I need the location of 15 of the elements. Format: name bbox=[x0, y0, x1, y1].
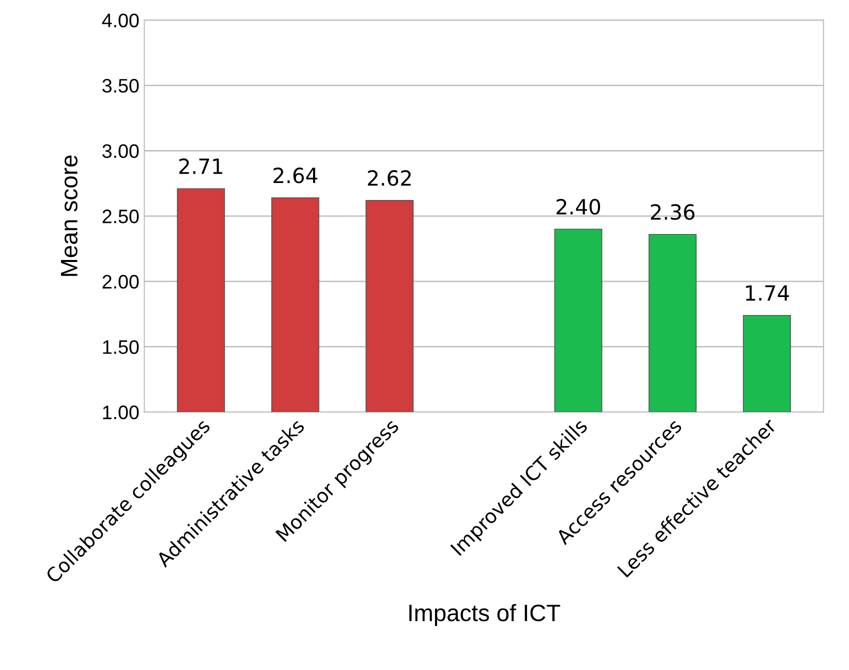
data-label: 2.64 bbox=[274, 168, 318, 184]
data-label: 1.74 bbox=[746, 285, 789, 301]
data-label: 2.71 bbox=[179, 158, 222, 174]
y-tick-label: 4.00 bbox=[102, 14, 139, 28]
data-label: 2.36 bbox=[650, 204, 694, 220]
y-tick-label: 2.00 bbox=[102, 274, 139, 289]
y-tick-label: 1.00 bbox=[103, 406, 139, 420]
y-tick-label: 2.50 bbox=[102, 210, 139, 224]
y-tick-label: 3.00 bbox=[102, 144, 139, 158]
data-label: 2.62 bbox=[368, 170, 411, 186]
y-axis-title: Mean score bbox=[61, 155, 78, 276]
x-axis-title: Impacts of ICT bbox=[409, 604, 560, 626]
data-label: 2.40 bbox=[556, 198, 600, 215]
y-tick-label: 3.50 bbox=[102, 78, 139, 93]
y-tick-label: 1.50 bbox=[103, 340, 139, 354]
